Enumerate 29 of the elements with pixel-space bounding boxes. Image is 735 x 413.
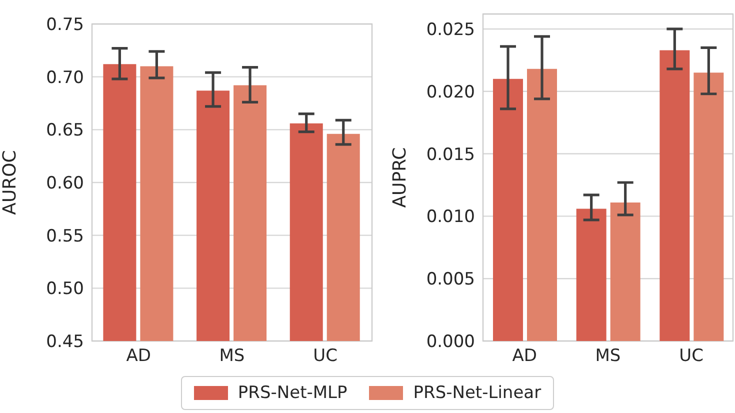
y-tick-label: 0.75 bbox=[46, 15, 84, 36]
y-axis-title: AUPRC bbox=[390, 147, 410, 208]
y-tick-label: 0.65 bbox=[46, 120, 84, 141]
y-tick-label: 0.000 bbox=[426, 332, 475, 352]
x-tick-label: AD bbox=[126, 346, 152, 366]
bar bbox=[694, 72, 724, 341]
legend-label: PRS-Net-MLP bbox=[238, 383, 348, 403]
y-tick-label: 0.60 bbox=[46, 174, 84, 194]
bar bbox=[576, 208, 606, 341]
x-tick-label: AD bbox=[512, 346, 538, 366]
y-axis-title: AUROC bbox=[0, 150, 20, 215]
y-tick-label: 0.005 bbox=[426, 270, 475, 290]
x-tick-label: MS bbox=[219, 346, 245, 366]
y-tick-label: 0.55 bbox=[46, 226, 84, 246]
bar bbox=[527, 68, 557, 341]
bar bbox=[493, 78, 523, 341]
x-tick-label: UC bbox=[679, 346, 704, 366]
y-tick-label: 0.45 bbox=[46, 332, 84, 352]
y-tick-label: 0.020 bbox=[426, 82, 475, 102]
x-tick-label: UC bbox=[313, 346, 338, 366]
bar bbox=[660, 50, 690, 341]
y-tick-label: 0.010 bbox=[426, 207, 475, 228]
y-tick-label: 0.70 bbox=[46, 68, 84, 88]
y-tick-label: 0.025 bbox=[426, 20, 475, 40]
x-tick-label: MS bbox=[595, 346, 621, 366]
bar bbox=[610, 202, 640, 341]
y-tick-label: 0.50 bbox=[46, 279, 84, 300]
legend-label: PRS-Net-Linear bbox=[413, 383, 542, 403]
y-tick-label: 0.015 bbox=[426, 144, 475, 165]
